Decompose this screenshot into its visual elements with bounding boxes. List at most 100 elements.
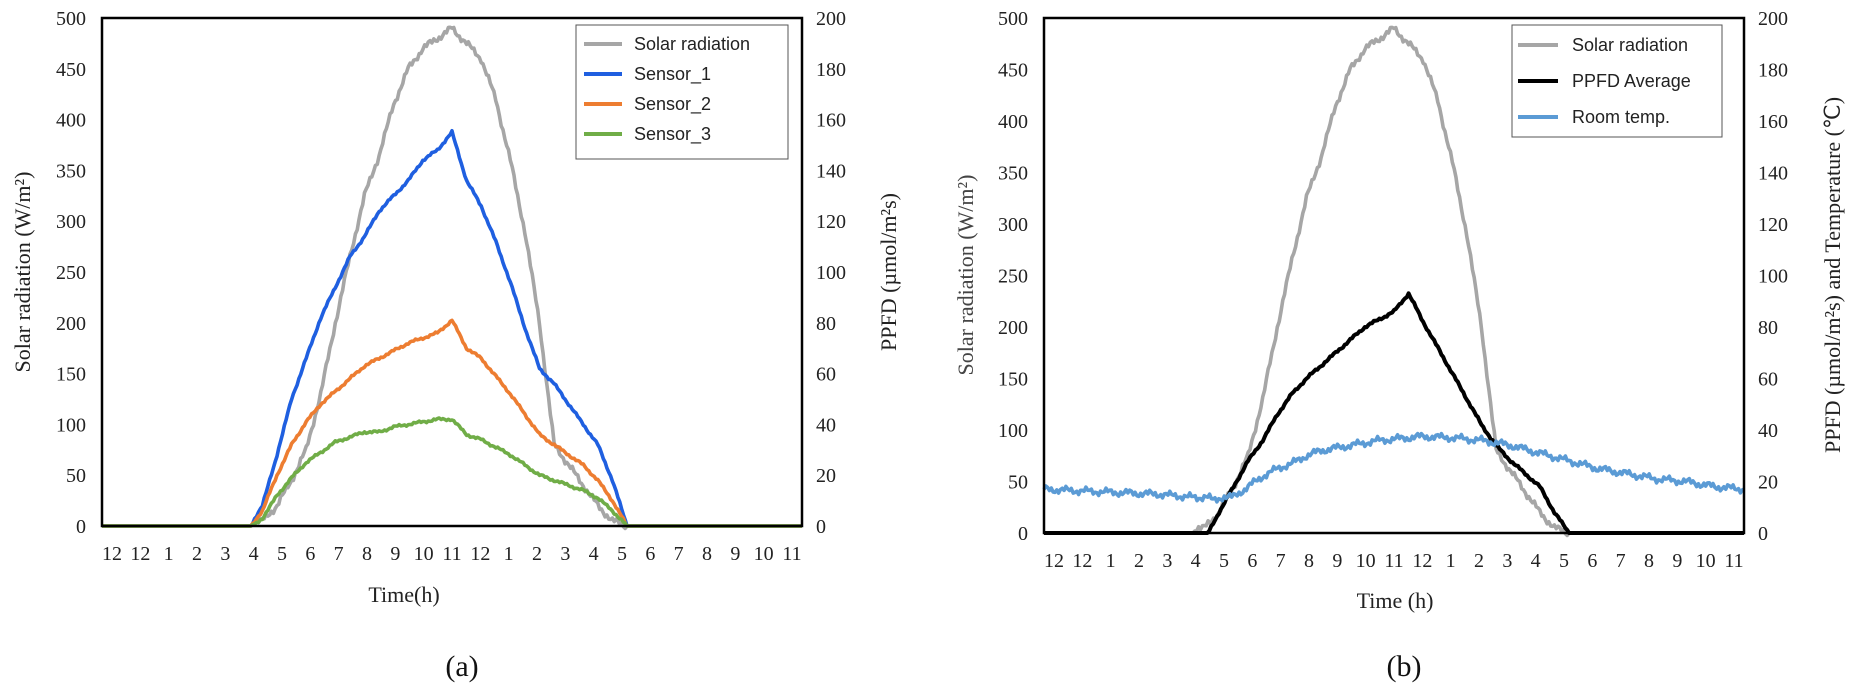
panel-a-x-tick-label: 3 xyxy=(220,543,230,565)
panel-a-x-tick-label: 8 xyxy=(362,543,372,565)
panel-a-x-tick-label: 4 xyxy=(589,543,599,565)
panel-a-x-tick-label: 2 xyxy=(192,543,202,565)
panel-b-left-tick-label: 100 xyxy=(998,420,1028,442)
panel-a-right-tick-label: 140 xyxy=(816,160,846,182)
panel-a-legend: Solar radiation Sensor_1 Sensor_2 Sensor_3 xyxy=(575,24,789,160)
panel-b-x-tick-label: 4 xyxy=(1191,550,1201,572)
panel-a-x-tick-label: 3 xyxy=(560,543,570,565)
panel-b-left-axis: 0 50 100 150 200 250 300 350 400 450 500 xyxy=(998,8,1028,545)
panel-a-legend-label-sensor-3: Sensor_3 xyxy=(634,124,711,145)
panel-b-x-tick-label: 9 xyxy=(1672,550,1682,572)
panel-b-plot-frame xyxy=(1042,16,1746,535)
panel-a-left-tick-label: 300 xyxy=(56,211,86,233)
panel-b-x-tick-label: 12 xyxy=(1072,550,1092,572)
panel-a-series-sensor-1 xyxy=(102,129,803,528)
panel-b-x-axis: 12 12 1 2 3 4 5 6 7 8 9 10 11 12 1 2 3 4 5 6 7 8 9 10 11 xyxy=(1044,550,1744,572)
panel-b-left-tick-label: 350 xyxy=(998,163,1028,185)
panel-a-right-tick-label: 60 xyxy=(816,364,836,386)
panel-b-series-ppfd-average xyxy=(1043,291,1745,535)
panel-a-right-tick-label: 20 xyxy=(816,465,836,487)
panel-a-series-sensor-3 xyxy=(102,416,803,528)
panel-a-left-axis-label: Solar radiation (W/m²) xyxy=(10,172,35,373)
panel-b-right-tick-label: 120 xyxy=(1758,214,1788,236)
panel-b-series-room-temp xyxy=(1042,431,1745,504)
panel-a-right-tick-label: 0 xyxy=(816,516,826,538)
panel-a-left-tick-label: 0 xyxy=(76,516,86,538)
panel-b-right-tick-label: 100 xyxy=(1758,266,1788,288)
panel-b-left-tick-label: 400 xyxy=(998,111,1028,133)
panel-a-left-tick-label: 350 xyxy=(56,160,86,182)
panel-a-legend-label-sensor-2: Sensor_2 xyxy=(634,94,711,115)
panel-b-x-tick-label: 11 xyxy=(1724,550,1743,572)
panel-a-legend-label-solar-radiation: Solar radiation xyxy=(634,34,750,54)
panel-b-x-tick-label: 5 xyxy=(1559,550,1569,572)
panel-b-right-tick-label: 140 xyxy=(1758,163,1788,185)
panel-a-left-tick-label: 200 xyxy=(56,313,86,335)
panel-b-right-tick-label: 40 xyxy=(1758,420,1778,442)
panel-b-right-tick-label: 20 xyxy=(1758,472,1778,494)
panel-b-right-axis-label: PPFD (µmol/m²s) and Temperature (℃) xyxy=(1820,97,1845,453)
panel-b-right-tick-label: 0 xyxy=(1758,523,1768,545)
panel-a-x-tick-label: 11 xyxy=(442,543,461,565)
panel-b-right-tick-label: 60 xyxy=(1758,369,1778,391)
panel-a-x-axis-label: Time(h) xyxy=(368,582,439,607)
panel-b-x-tick-label: 3 xyxy=(1502,550,1512,572)
panel-a-right-axis: 0 20 40 60 80 100 120 140 160 180 200 xyxy=(816,8,846,538)
panel-b-x-tick-label: 8 xyxy=(1644,550,1654,572)
panel-a-left-tick-label: 50 xyxy=(66,465,86,487)
panel-a-left-tick-label: 100 xyxy=(56,414,86,436)
panel-a-left-tick-label: 450 xyxy=(56,59,86,81)
panel-b-x-tick-label: 3 xyxy=(1162,550,1172,572)
panel-a-right-tick-label: 180 xyxy=(816,59,846,81)
panel-a-left-tick-label: 250 xyxy=(56,262,86,284)
panel-b-right-tick-label: 80 xyxy=(1758,317,1778,339)
panel-a-x-tick-label: 11 xyxy=(782,543,801,565)
panel-a-x-tick-label: 7 xyxy=(334,543,344,565)
panel-b-left-tick-label: 300 xyxy=(998,214,1028,236)
panel-b-left-tick-label: 450 xyxy=(998,60,1028,82)
panel-b-x-tick-label: 7 xyxy=(1276,550,1286,572)
panel-a-legend-box xyxy=(575,24,789,160)
panel-a-x-tick-label: 2 xyxy=(532,543,542,565)
panel-b-legend-label-ppfd-average: PPFD Average xyxy=(1572,71,1691,91)
panel-b-right-tick-label: 180 xyxy=(1758,60,1788,82)
panel-b-left-tick-label: 0 xyxy=(1018,523,1028,545)
panel-b-x-tick-label: 1 xyxy=(1106,550,1116,572)
panel-b-x-tick-label: 2 xyxy=(1134,550,1144,572)
panel-a-x-tick-label: 12 xyxy=(102,543,122,565)
panel-a-x-tick-label: 10 xyxy=(414,543,434,565)
panel-b-left-tick-label: 50 xyxy=(1008,472,1028,494)
panel-a-x-tick-label: 12 xyxy=(130,543,150,565)
panel-a-right-tick-label: 160 xyxy=(816,110,846,132)
panel-b-x-tick-label: 12 xyxy=(1044,550,1064,572)
panel-b-x-tick-label: 7 xyxy=(1616,550,1626,572)
panel-a-x-tick-label: 7 xyxy=(674,543,684,565)
panel-b-legend: Solar radiation PPFD Average Room temp. xyxy=(1511,24,1723,138)
panel-b-x-tick-label: 10 xyxy=(1696,550,1716,572)
panel-b-x-tick-label: 8 xyxy=(1304,550,1314,572)
panel-b-x-axis-label: Time (h) xyxy=(1357,588,1434,613)
panel-a-x-axis: 12 12 1 2 3 4 5 6 7 8 9 10 11 12 1 2 3 4 5 6 7 8 9 10 11 xyxy=(102,543,802,565)
panel-a-left-tick-label: 400 xyxy=(56,110,86,132)
panel-b-right-axis: 0 20 40 60 80 100 120 140 160 180 200 xyxy=(1758,8,1788,545)
panel-b-right-tick-label: 160 xyxy=(1758,111,1788,133)
panel-a-right-tick-label: 40 xyxy=(816,414,836,436)
panel-b-x-tick-label: 11 xyxy=(1384,550,1403,572)
panel-b-legend-label-room-temp: Room temp. xyxy=(1572,107,1670,127)
panel-a-x-tick-label: 9 xyxy=(390,543,400,565)
panel-a-right-tick-label: 120 xyxy=(816,211,846,233)
panel-b-x-tick-label: 9 xyxy=(1332,550,1342,572)
panel-a-x-tick-label: 10 xyxy=(754,543,774,565)
panel-b-left-axis-label: Solar radiation (W/m²) xyxy=(953,175,978,376)
panel-b-x-tick-label: 4 xyxy=(1531,550,1541,572)
panel-b-x-tick-label: 10 xyxy=(1356,550,1376,572)
panel-a-x-tick-label: 5 xyxy=(617,543,627,565)
panel-b-left-tick-label: 500 xyxy=(998,8,1028,30)
panel-b-x-tick-label: 1 xyxy=(1446,550,1456,572)
panel-a-x-tick-label: 5 xyxy=(277,543,287,565)
panel-a-legend-label-sensor-1: Sensor_1 xyxy=(634,64,711,85)
panel-a-caption: (a) xyxy=(445,650,478,683)
panel-a-x-tick-label: 9 xyxy=(730,543,740,565)
